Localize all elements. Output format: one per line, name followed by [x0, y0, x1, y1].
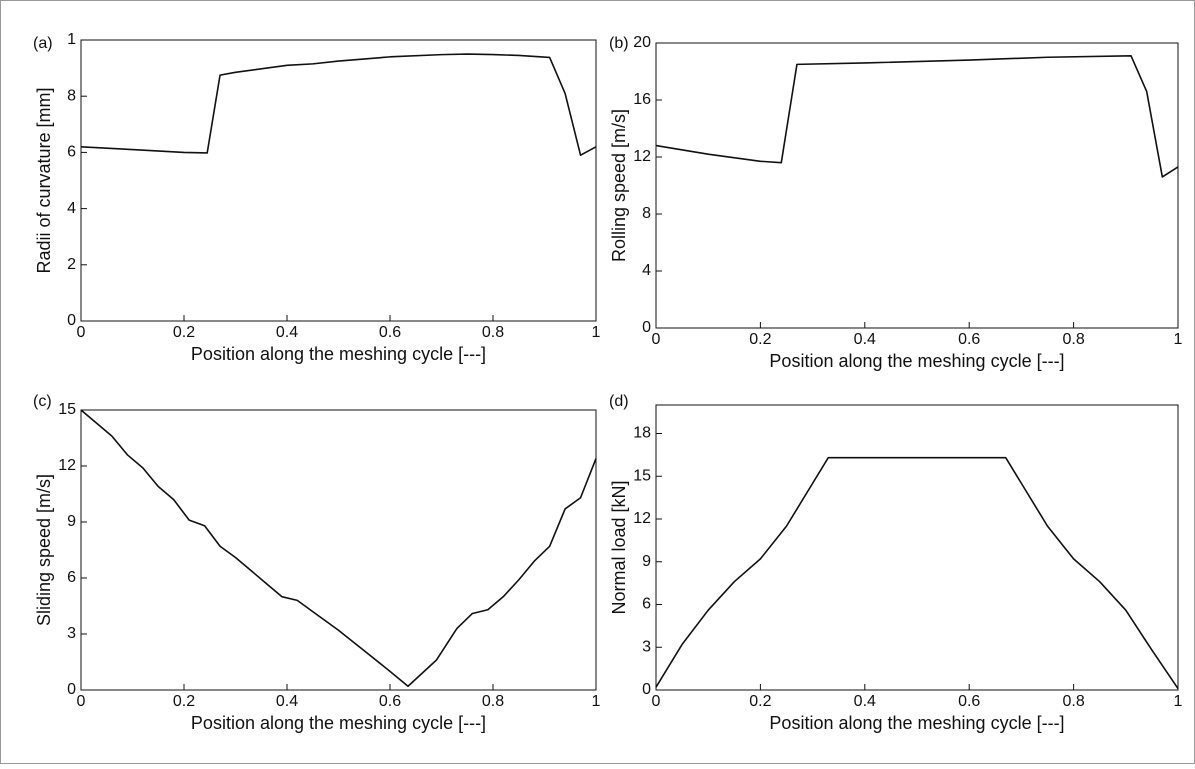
y-tick-label: 6: [642, 596, 651, 613]
x-tick-label: 0.6: [958, 331, 980, 348]
x-tick-label: 0.8: [482, 693, 504, 710]
x-tick-label: 1: [1174, 331, 1183, 348]
y-axis-label: Radii of curvature [mm]: [34, 87, 54, 273]
axes-frame: [80, 409, 597, 691]
x-axis-label: Position along the meshing cycle [---]: [191, 713, 486, 733]
x-tick-label: 0.8: [1062, 331, 1084, 348]
y-tick-label: 3: [67, 625, 76, 642]
x-tick-label: 0.2: [749, 331, 771, 348]
x-axis-label: Position along the meshing cycle [---]: [769, 713, 1064, 733]
y-tick-label: 15: [58, 401, 76, 418]
y-tick-label: 6: [67, 144, 76, 161]
y-tick-label: 1: [67, 31, 76, 48]
x-tick-label: 0.4: [276, 693, 298, 710]
y-tick-label: 16: [633, 91, 651, 108]
y-tick-label: 3: [642, 638, 651, 655]
y-tick-label: 6: [67, 569, 76, 586]
axes-frame: [655, 404, 1179, 691]
x-tick-label: 0.2: [173, 693, 195, 710]
data-line: [655, 456, 1179, 690]
x-tick-label: 0.6: [379, 693, 401, 710]
data-line: [655, 55, 1179, 178]
y-tick-label: 20: [633, 34, 651, 51]
y-tick-label: 4: [642, 262, 651, 279]
x-tick-label: 0: [77, 324, 86, 341]
y-tick-label: 8: [642, 205, 651, 222]
y-tick-label: 18: [633, 425, 651, 442]
axes-frame: [80, 39, 597, 322]
axes-frame: [655, 42, 1179, 329]
y-tick-label: 9: [642, 553, 651, 570]
y-tick-label: 15: [633, 467, 651, 484]
y-tick-label: 0: [67, 312, 76, 329]
x-axis-label: Position along the meshing cycle [---]: [769, 351, 1064, 371]
x-tick-label: 0: [77, 693, 86, 710]
panel-label: (d): [609, 393, 629, 410]
y-tick-label: 12: [633, 148, 651, 165]
x-tick-label: 0.6: [379, 324, 401, 341]
x-tick-label: 0.6: [958, 693, 980, 710]
x-tick-label: 0: [652, 693, 661, 710]
x-tick-label: 1: [592, 693, 601, 710]
y-tick-label: 12: [633, 510, 651, 527]
y-axis-label: Normal load [kN]: [609, 480, 629, 614]
x-tick-label: 0.4: [276, 324, 298, 341]
y-tick-label: 8: [67, 87, 76, 104]
y-tick-label: 0: [642, 319, 651, 336]
y-tick-label: 12: [58, 457, 76, 474]
x-tick-label: 0.8: [482, 324, 504, 341]
data-line: [80, 53, 597, 157]
x-tick-label: 0.2: [173, 324, 195, 341]
y-axis-label: Rolling speed [m/s]: [609, 109, 629, 262]
y-tick-label: 2: [67, 256, 76, 273]
panel-label: (b): [609, 35, 629, 52]
x-tick-label: 0.8: [1062, 693, 1084, 710]
x-tick-label: 0.4: [854, 693, 876, 710]
x-tick-label: 0.2: [749, 693, 771, 710]
x-tick-label: 0.4: [854, 331, 876, 348]
x-tick-label: 0: [652, 331, 661, 348]
x-tick-label: 1: [1174, 693, 1183, 710]
panel-label: (c): [33, 393, 52, 410]
x-axis-label: Position along the meshing cycle [---]: [191, 344, 486, 364]
y-tick-label: 9: [67, 513, 76, 530]
x-tick-label: 1: [592, 324, 601, 341]
y-axis-label: Sliding speed [m/s]: [34, 474, 54, 626]
y-tick-label: 0: [67, 681, 76, 698]
y-tick-label: 0: [642, 681, 651, 698]
panel-label: (a): [33, 35, 53, 52]
y-tick-label: 4: [67, 200, 76, 217]
data-line: [80, 409, 597, 688]
